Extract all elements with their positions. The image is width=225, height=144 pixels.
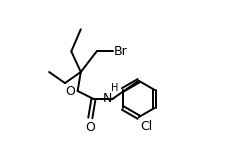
Text: Cl: Cl — [140, 120, 153, 133]
Text: O: O — [85, 121, 95, 134]
Text: N: N — [102, 92, 112, 105]
Text: H: H — [111, 83, 118, 93]
Text: O: O — [65, 85, 75, 97]
Text: Br: Br — [114, 45, 128, 58]
